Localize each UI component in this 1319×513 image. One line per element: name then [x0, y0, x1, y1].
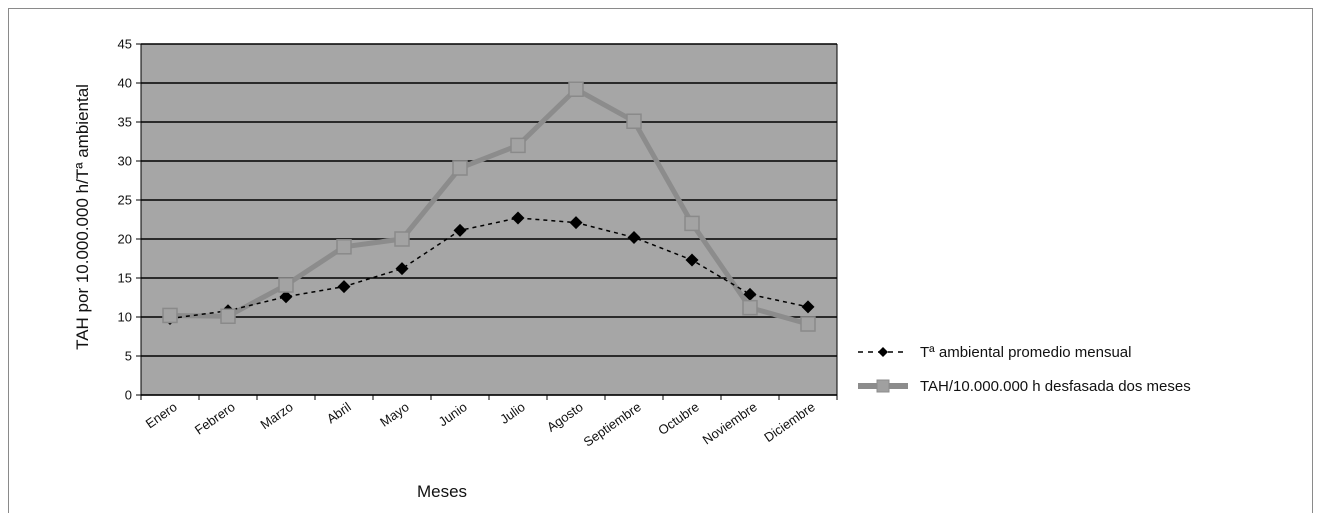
temperature-point [743, 287, 757, 301]
plot-area [141, 44, 837, 395]
legend-label-tah: TAH/10.000.000 h desfasada dos meses [920, 378, 1191, 395]
x-tick-label: Julio [497, 399, 528, 427]
temperature-point [511, 211, 525, 225]
y-tick-label: 0 [125, 388, 132, 403]
tah-point [510, 137, 526, 154]
y-tick-label: 40 [118, 76, 132, 91]
x-tick-label: Abril [324, 399, 354, 426]
temperature-point [453, 223, 467, 237]
y-tick-label: 30 [118, 154, 132, 169]
x-tick-label: Marzo [258, 399, 296, 432]
temperature-point [395, 262, 409, 276]
temperature-point [279, 290, 293, 304]
y-tick-label: 45 [118, 37, 132, 52]
tah-point [742, 299, 758, 316]
y-tick-label: 35 [118, 115, 132, 130]
chart-frame [8, 8, 1313, 513]
tah-point [220, 308, 236, 324]
tah-point [800, 316, 816, 332]
x-tick-label: Enero [143, 399, 180, 431]
y-axis-title: TAH por 10.000.000 h/Tª ambiental [73, 84, 92, 350]
series-line-temperature [169, 217, 809, 320]
tah-point [568, 81, 584, 97]
legend-item-temperature: Tª ambiental promedio mensual [858, 344, 1132, 361]
temperature-point [801, 300, 815, 314]
y-tick-label: 20 [118, 232, 132, 247]
y-tick-label: 25 [118, 193, 132, 208]
tah-point [278, 277, 294, 293]
x-axis-title: Meses [417, 482, 467, 501]
legend-item-tah: TAH/10.000.000 h desfasada dos meses [858, 378, 1191, 395]
temperature-point [685, 253, 699, 267]
y-tick-label: 5 [125, 349, 132, 364]
temperature-point [337, 280, 351, 294]
y-tick-label: 15 [118, 271, 132, 286]
tah-point [626, 113, 642, 129]
x-tick-label: Mayo [377, 399, 412, 430]
y-tick-label: 10 [118, 310, 132, 325]
series-layer [162, 81, 816, 332]
temperature-point [569, 216, 583, 230]
tah-point [162, 307, 178, 324]
x-tick-label: Octubre [655, 399, 701, 438]
x-tick-label: Diciembre [761, 399, 818, 445]
x-tick-label: Agosto [544, 399, 586, 435]
x-tick-label: Noviembre [700, 399, 760, 447]
legend: Tª ambiental promedio mensual TAH/10.000… [858, 344, 1191, 395]
x-axis: Enero Febrero Marzo Abril Mayo Junio Julio Agos… [140, 394, 838, 450]
series-line-tah [169, 86, 809, 327]
tah-point [336, 239, 352, 255]
x-tick-label: Febrero [192, 399, 238, 437]
tah-point [684, 215, 700, 232]
legend-marker-square [876, 379, 890, 393]
y-axis: 0 5 10 15 20 25 30 35 40 45 [118, 37, 838, 403]
legend-marker-diamond [878, 347, 888, 357]
tah-point [452, 160, 468, 176]
x-tick-label: Junio [436, 399, 470, 429]
temperature-point [627, 230, 641, 244]
tah-point [394, 231, 410, 247]
x-tick-label: Septiembre [581, 399, 644, 449]
legend-label-temperature: Tª ambiental promedio mensual [920, 344, 1132, 361]
